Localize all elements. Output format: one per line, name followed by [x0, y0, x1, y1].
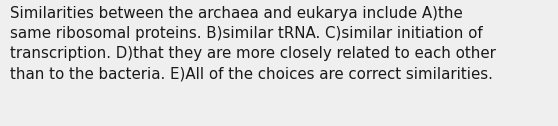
Text: Similarities between the archaea and eukarya include A)the
same ribosomal protei: Similarities between the archaea and euk…: [10, 6, 496, 81]
